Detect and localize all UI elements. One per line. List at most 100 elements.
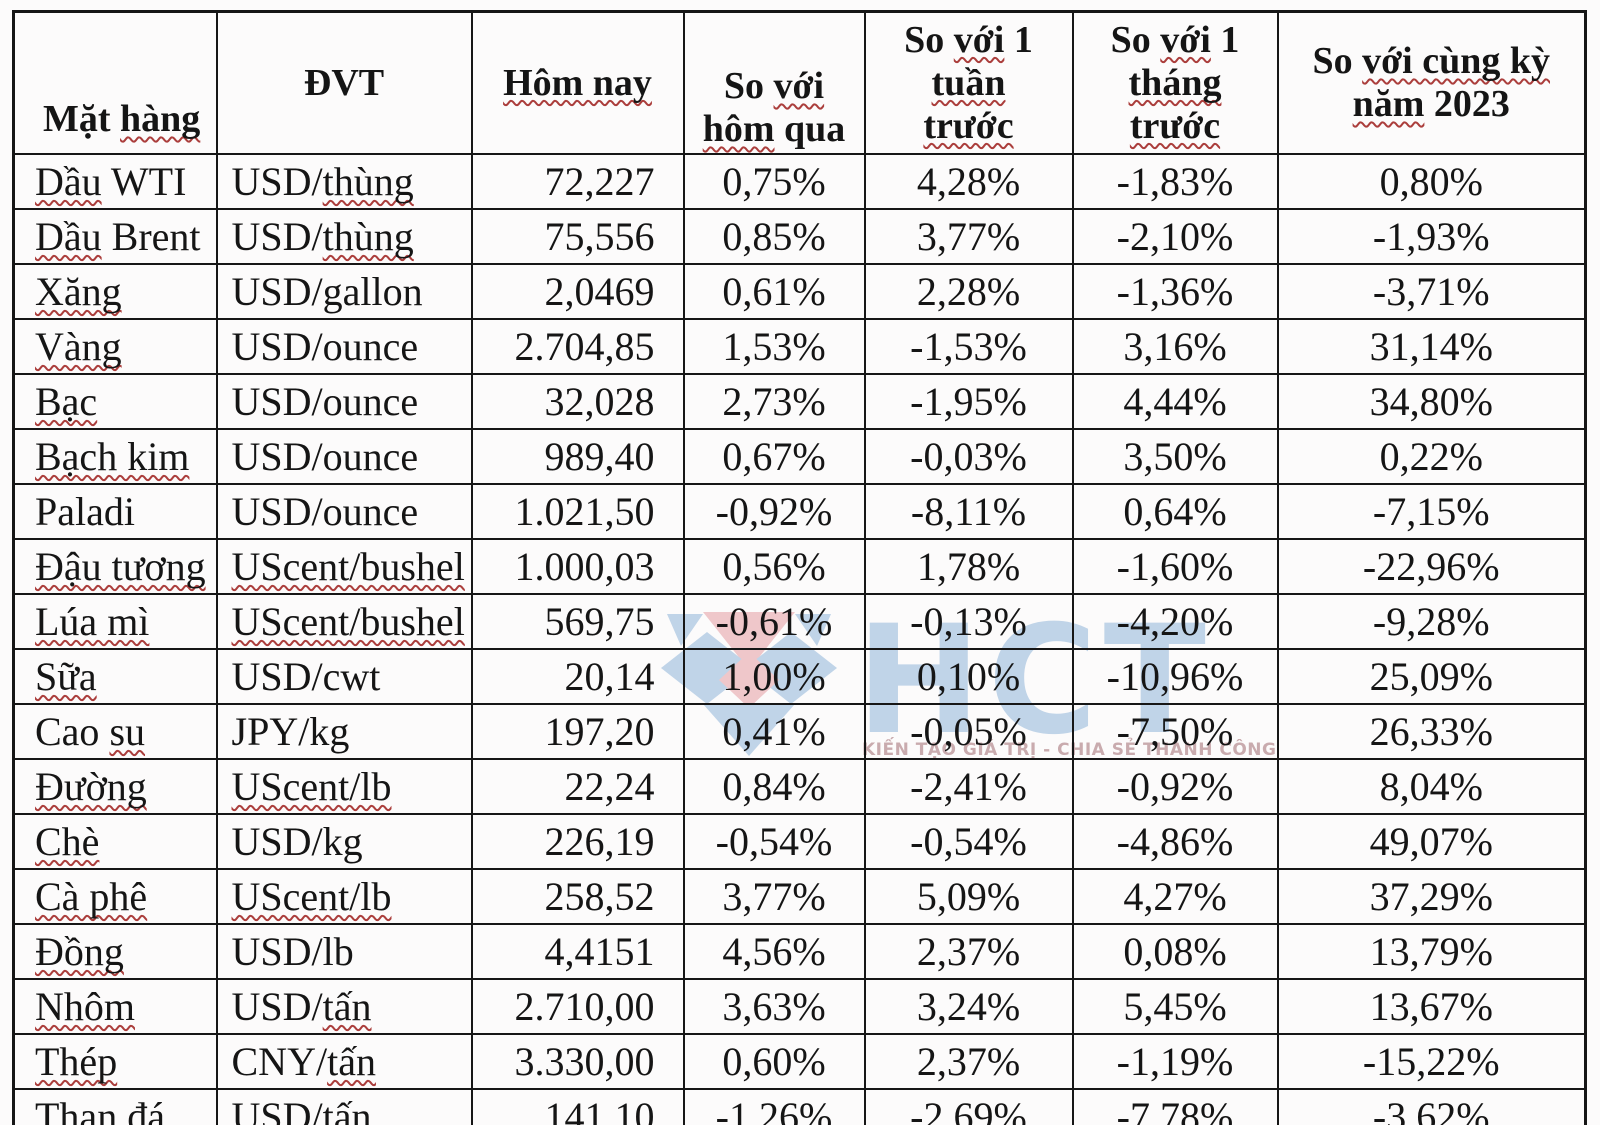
plain-text: So [904,18,954,61]
spellcheck-flagged-text: Dầu [35,158,102,204]
cell-vs-month: 4,44% [1071,373,1279,430]
spellcheck-flagged-text: UScent/bushel [231,598,465,644]
cell-unit: USD/ounce [215,428,473,485]
table-row: Bạc USD/ounce 32,028 2,73% -1,95% 4,44% 34,80% [12,373,1587,430]
cell-name: Vàng [12,318,218,375]
cell-vs-yesterday: 1,53% [682,318,866,375]
plain-text: CNY/ [231,1038,328,1084]
spellcheck-flagged-text: Bạch kim [35,433,190,479]
cell-vs-2023: 0,22% [1276,428,1587,485]
cell-vs-month: 0,08% [1071,923,1279,980]
cell-vs-month: 3,50% [1071,428,1279,485]
table-row: Đồng USD/lb 4,4151 4,56% 2,37% 0,08% 13,79% [12,923,1587,980]
plain-text: USD/ounce [231,433,419,479]
cell-vs-week: -0,13% [863,593,1074,650]
cell-vs-month: -10,96% [1071,648,1279,705]
cell-vs-2023: -3,71% [1276,263,1587,320]
table-row: Sữa USD/cwt 20,14 1,00% 0,10% -10,96% 25,09% [12,648,1587,705]
spellcheck-flagged-text: Đồng [35,928,124,974]
cell-unit: USD/ounce [215,373,473,430]
cell-vs-2023: 13,79% [1276,923,1587,980]
plain-text: USD/ [231,1093,323,1125]
spellcheck-flagged-text: thùng [322,158,414,204]
cell-unit: USD/thùng [215,208,473,265]
cell-vs-month: 5,45% [1071,978,1279,1035]
header-line: Mặt hàng [43,98,212,141]
cell-vs-yesterday: 1,00% [682,648,866,705]
table-body: Dầu WTI USD/thùng 72,227 0,75% 4,28% -1,83% 0,… [12,153,1587,1125]
cell-vs-month: -1,36% [1071,263,1279,320]
cell-vs-month: -4,86% [1071,813,1279,870]
cell-today: 22,24 [470,758,685,815]
cell-unit: JPY/kg [215,703,473,760]
table-row: Dầu Brent USD/thùng 75,556 0,85% 3,77% -2,10%… [12,208,1587,265]
cell-today: 569,75 [470,593,685,650]
cell-today: 2,0469 [470,263,685,320]
cell-vs-2023: -15,22% [1276,1033,1587,1090]
spellcheck-flagged-text: hàng [120,98,201,140]
cell-today: 3.330,00 [470,1033,685,1090]
cell-vs-month: -7,78% [1071,1088,1279,1125]
cell-unit: UScent/bushel [215,593,473,650]
spellcheck-flagged-text: năm [1352,83,1425,125]
cell-vs-week: 4,28% [863,153,1074,210]
cell-vs-week: -2,69% [863,1088,1074,1125]
plain-text: So [1110,18,1161,61]
cell-vs-2023: 0,80% [1276,153,1587,210]
cell-today: 141,10 [470,1088,685,1125]
header-line: So với cùng kỳ [1283,40,1581,83]
plain-text: Brent [101,213,201,259]
cell-vs-yesterday: 0,61% [682,263,866,320]
cell-today: 4,4151 [470,923,685,980]
cell-vs-yesterday: 3,63% [682,978,866,1035]
cell-unit: CNY/tấn [215,1033,473,1090]
col-header-dvt: ĐVT [215,10,473,155]
header-line: tuần [870,62,1068,105]
cell-name: Xăng [12,263,218,320]
spellcheck-flagged-text: với [953,18,1005,61]
spellcheck-flagged-text: Xăng [35,268,122,314]
spellcheck-flagged-text: Đậu tương [35,543,206,589]
cell-vs-week: 1,78% [863,538,1074,595]
cell-vs-2023: 34,80% [1276,373,1587,430]
spellcheck-flagged-text: UScent/lb [231,873,392,919]
table-row: Vàng USD/ounce 2.704,85 1,53% -1,53% 3,16% 31,… [12,318,1587,375]
cell-today: 1.000,03 [470,538,685,595]
cell-name: Dầu WTI [12,153,218,210]
cell-name: Lúa mì [12,593,218,650]
cell-vs-2023: 8,04% [1276,758,1587,815]
cell-vs-yesterday: 2,73% [682,373,866,430]
cell-name: Đường [12,758,218,815]
plain-text: 1 [1210,18,1240,61]
cell-vs-yesterday: 0,75% [682,153,866,210]
plain-text: ĐVT [303,61,385,104]
cell-vs-2023: 37,29% [1276,868,1587,925]
cell-name: Bạc [12,373,218,430]
table-row: Đường UScent/lb 22,24 0,84% -2,41% -0,92% 8,04… [12,758,1587,815]
cell-name: Đậu tương [12,538,218,595]
spellcheck-flagged-text: tuần [931,61,1006,104]
cell-vs-week: 2,37% [863,1033,1074,1090]
cell-vs-month: -7,50% [1071,703,1279,760]
cell-name: Paladi [12,483,218,540]
plain-text: USD/lb [231,928,354,974]
cell-vs-2023: -1,93% [1276,208,1587,265]
cell-vs-2023: -7,15% [1276,483,1587,540]
plain-text: So [1312,40,1363,82]
cell-vs-2023: -3,62% [1276,1088,1587,1125]
cell-vs-week: 5,09% [863,868,1074,925]
spellcheck-flagged-text: Thép [35,1038,118,1084]
table-row: Than đá USD/tấn 141,10 -1,26% -2,69% -7,78% -3… [12,1088,1587,1125]
col-header-hom-nay: Hôm nay [470,10,685,155]
spellcheck-flagged-text: trước [923,104,1014,147]
cell-vs-week: -0,03% [863,428,1074,485]
header-line: ĐVT [222,62,467,105]
plain-text: USD/gallon [231,268,423,314]
spellcheck-flagged-text: Lúa mì [35,598,150,644]
cell-today: 32,028 [470,373,685,430]
spellcheck-flagged-text: tháng [1128,61,1222,104]
cell-vs-2023: 13,67% [1276,978,1587,1035]
cell-vs-month: -4,20% [1071,593,1279,650]
header-line: trước [870,105,1068,148]
